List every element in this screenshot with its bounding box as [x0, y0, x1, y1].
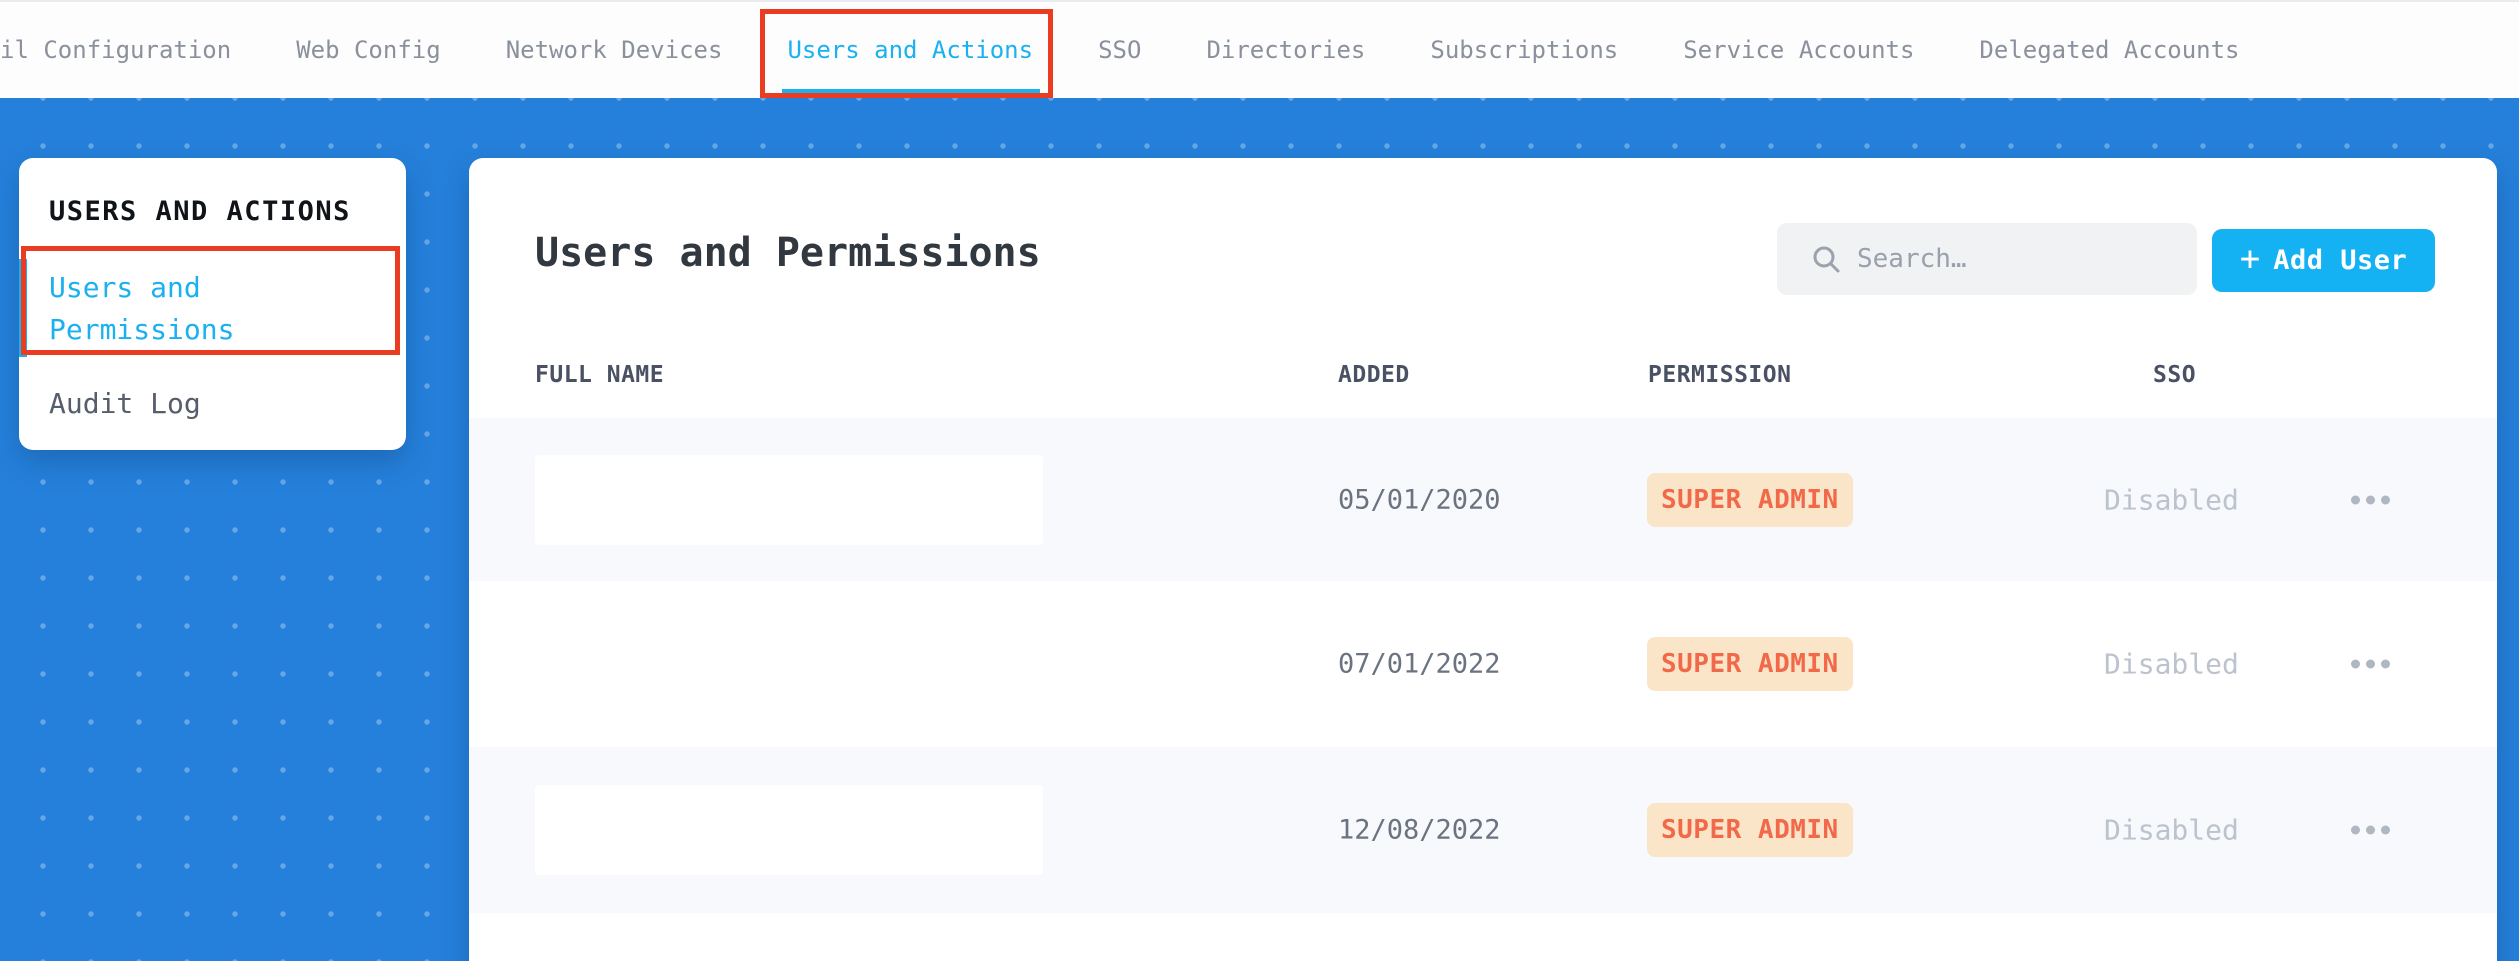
- search-icon: [1813, 246, 1840, 273]
- selected-indicator-bar: [19, 259, 27, 357]
- column-header-added: ADDED: [1338, 362, 1410, 388]
- tab-label: Delegated Accounts: [1979, 36, 2240, 64]
- add-user-button[interactable]: + Add User: [2212, 229, 2435, 292]
- added-date: 12/08/2022: [1338, 814, 1501, 846]
- full-name-redacted-box: [535, 785, 1043, 875]
- tab-service-accounts[interactable]: Service Accounts: [1683, 1, 1914, 99]
- column-header-permission: PERMISSION: [1648, 362, 1792, 388]
- added-date: 07/01/2022: [1338, 648, 1501, 680]
- main-card: Users and Permissions + Add User FULL NA…: [469, 158, 2497, 961]
- tab-label: il Configuration: [0, 36, 232, 64]
- added-date: 05/01/2020: [1338, 484, 1501, 515]
- table-row: 12/08/2022 SUPER ADMIN Disabled: [469, 747, 2497, 913]
- tab-label: Network Devices: [505, 36, 723, 64]
- full-name-redacted-box: [535, 454, 1043, 545]
- tab-label: Web Config: [296, 36, 441, 64]
- sidebar-item-users-and-permissions[interactable]: Users and Permissions: [19, 259, 309, 357]
- tab-users-and-actions[interactable]: Users and Actions: [760, 1, 1054, 99]
- tab-label: Subscriptions: [1430, 36, 1619, 64]
- tab-label: Service Accounts: [1683, 36, 1915, 64]
- permission-badge: SUPER ADMIN: [1647, 637, 1853, 691]
- content-canvas: USERS AND ACTIONS Users and Permissions …: [0, 98, 2519, 961]
- sidebar-card: USERS AND ACTIONS Users and Permissions …: [19, 158, 406, 450]
- column-header-full-name: FULL NAME: [535, 362, 665, 388]
- full-name-redacted-box: [535, 619, 1043, 709]
- tab-directories[interactable]: Directories: [1206, 1, 1365, 99]
- sidebar-item-label: Users and Permissions: [49, 271, 235, 346]
- tab-label: Directories: [1206, 36, 1366, 64]
- tab-subscriptions[interactable]: Subscriptions: [1430, 1, 1618, 99]
- tab-delegated-accounts[interactable]: Delegated Accounts: [1979, 1, 2239, 99]
- plus-icon: +: [2239, 239, 2261, 279]
- sso-status: Disabled: [2104, 483, 2239, 516]
- page-title: Users and Permissions: [535, 230, 1041, 276]
- sidebar-heading: USERS AND ACTIONS: [49, 196, 351, 227]
- table-header: FULL NAME ADDED PERMISSION SSO: [469, 362, 2497, 392]
- add-user-label: Add User: [2273, 245, 2408, 276]
- sso-status: Disabled: [2104, 647, 2239, 681]
- sso-status: Disabled: [2104, 813, 2239, 847]
- tab-sso[interactable]: SSO: [1098, 1, 1141, 99]
- tab-label: Users and Actions: [787, 36, 1034, 64]
- tab-label: SSO: [1098, 36, 1142, 64]
- tab-bar: il Configuration Web Config Network Devi…: [0, 0, 2519, 98]
- active-tab-underline: [782, 89, 1041, 98]
- row-menu-ellipsis-icon[interactable]: [2345, 489, 2396, 510]
- search-box[interactable]: [1777, 223, 2197, 295]
- permission-badge: SUPER ADMIN: [1647, 472, 1853, 527]
- row-menu-ellipsis-icon[interactable]: [2345, 820, 2396, 841]
- tab-network-devices[interactable]: Network Devices: [506, 1, 723, 99]
- row-menu-ellipsis-icon[interactable]: [2345, 654, 2396, 675]
- tab-web-config[interactable]: Web Config: [296, 1, 441, 99]
- sidebar-item-audit-log[interactable]: Audit Log: [49, 387, 376, 420]
- table-row: 05/01/2020 SUPER ADMIN Disabled: [469, 418, 2497, 581]
- sidebar-item-label: Audit Log: [49, 387, 201, 420]
- search-input[interactable]: [1857, 244, 2157, 274]
- permission-badge: SUPER ADMIN: [1647, 803, 1853, 857]
- column-header-sso: SSO: [2153, 362, 2197, 388]
- table-row: 07/01/2022 SUPER ADMIN Disabled: [469, 581, 2497, 747]
- tab-configuration[interactable]: il Configuration: [0, 1, 231, 99]
- users-table: 05/01/2020 SUPER ADMIN Disabled 07/01/20…: [469, 418, 2497, 913]
